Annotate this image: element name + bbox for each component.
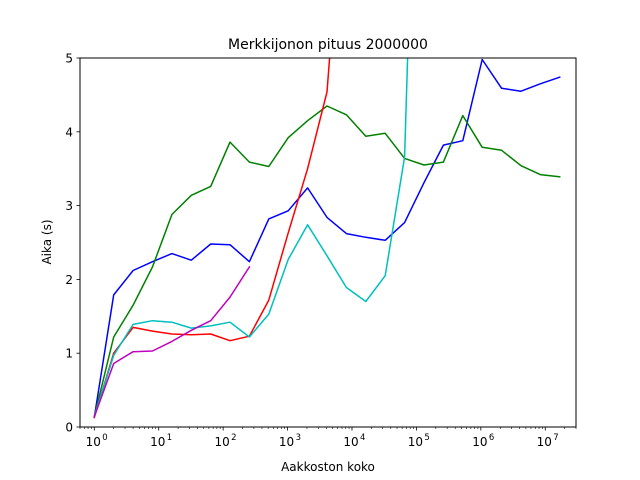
y-tick-label: 3 [65, 199, 73, 213]
chart-title: Merkkijonon pituus 2000000 [228, 37, 428, 53]
x-tick-label: 10 [472, 435, 487, 449]
x-tick-exponent: 5 [424, 433, 429, 443]
series-line-3 [93, 58, 331, 419]
y-tick-label: 5 [65, 52, 73, 66]
x-tick-label: 10 [150, 435, 165, 449]
x-axis-label: Aakkoston koko [281, 460, 375, 474]
x-tick-exponent: 0 [102, 433, 107, 443]
x-tick-label: 10 [215, 435, 230, 449]
series-layer [93, 58, 561, 419]
y-tick-label: 4 [65, 125, 73, 139]
x-tick-exponent: 1 [167, 433, 172, 443]
y-tick-label: 0 [65, 421, 73, 435]
series-line-4 [93, 58, 409, 418]
x-tick-exponent: 6 [489, 433, 494, 443]
x-tick-label: 10 [537, 435, 552, 449]
x-tick-label: 10 [408, 435, 423, 449]
y-tick-label: 1 [65, 347, 73, 361]
x-tick-label: 10 [343, 435, 358, 449]
x-tick-exponent: 7 [553, 433, 558, 443]
series-line-1 [93, 58, 561, 419]
series-line-5 [93, 265, 251, 418]
plot-frame [79, 57, 577, 428]
x-axis-ticks: 10 0 10 1 10 2 10 3 10 4 10 5 10 6 10 7 [79, 427, 577, 449]
series-line-2 [93, 105, 561, 418]
x-tick-exponent: 4 [360, 433, 365, 443]
x-tick-label: 10 [279, 435, 294, 449]
x-tick-exponent: 2 [231, 433, 236, 443]
x-tick-label: 10 [86, 435, 101, 449]
y-tick-label: 2 [65, 273, 73, 287]
y-axis-label: Aika (s) [40, 219, 54, 264]
x-tick-exponent: 3 [296, 433, 301, 443]
y-axis-ticks: 0 1 2 3 4 5 [65, 52, 80, 435]
